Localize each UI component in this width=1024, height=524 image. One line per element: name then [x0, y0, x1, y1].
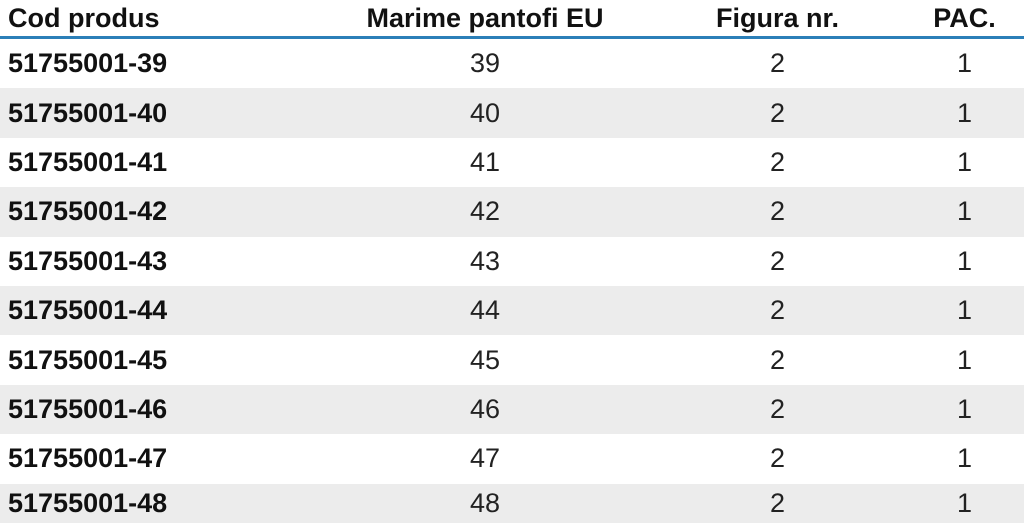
- cell-marime: 40: [469, 97, 501, 128]
- cell-marime: 45: [469, 344, 501, 375]
- header-cod-produs: Cod produs: [8, 2, 160, 33]
- cell-cod-produs: 51755001-40: [8, 97, 168, 128]
- table-row: 51755001-43 43 2 1: [0, 237, 1024, 286]
- cell-marime: 41: [469, 146, 501, 177]
- cell-pac: 1: [956, 487, 973, 518]
- cell-marime: 48: [469, 487, 501, 518]
- cell-figura: 2: [769, 196, 786, 227]
- cell-pac: 1: [956, 295, 973, 326]
- table-row: 51755001-48 48 2 1: [0, 483, 1024, 524]
- cell-cod-produs: 51755001-41: [8, 146, 168, 177]
- cell-marime: 46: [469, 393, 501, 424]
- table-header-row: Cod produs Marime pantofi EU Figura nr. …: [0, 0, 1024, 39]
- cell-pac: 1: [956, 146, 973, 177]
- cell-pac: 1: [956, 443, 973, 474]
- cell-cod-produs: 51755001-45: [8, 344, 168, 375]
- table-body: 51755001-39 39 2 1 51755001-40 40 2 1 51755001-4…: [0, 39, 1024, 524]
- cell-cod-produs: 51755001-43: [8, 245, 168, 276]
- cell-figura: 2: [769, 344, 786, 375]
- cell-pac: 1: [956, 245, 973, 276]
- cell-pac: 1: [956, 344, 973, 375]
- cell-pac: 1: [956, 393, 973, 424]
- cell-pac: 1: [956, 196, 973, 227]
- cell-figura: 2: [769, 487, 786, 518]
- cell-figura: 2: [769, 48, 786, 79]
- table-row: 51755001-46 46 2 1: [0, 384, 1024, 435]
- cell-marime: 42: [469, 196, 501, 227]
- cell-figura: 2: [769, 295, 786, 326]
- header-marime-pantofi: Marime pantofi EU: [366, 2, 604, 33]
- cell-figura: 2: [769, 443, 786, 474]
- table-row: 51755001-45 45 2 1: [0, 335, 1024, 384]
- cell-figura: 2: [769, 245, 786, 276]
- table-row: 51755001-39 39 2 1: [0, 39, 1024, 88]
- header-figura: Figura nr.: [715, 2, 840, 33]
- cell-marime: 39: [469, 48, 501, 79]
- cell-figura: 2: [769, 393, 786, 424]
- cell-cod-produs: 51755001-44: [8, 295, 168, 326]
- cell-cod-produs: 51755001-47: [8, 443, 168, 474]
- cell-cod-produs: 51755001-42: [8, 196, 168, 227]
- table-row: 51755001-40 40 2 1: [0, 88, 1024, 138]
- table-row: 51755001-44 44 2 1: [0, 285, 1024, 336]
- cell-pac: 1: [956, 97, 973, 128]
- cell-cod-produs: 51755001-48: [8, 487, 168, 518]
- cell-marime: 47: [469, 443, 501, 474]
- cell-cod-produs: 51755001-39: [8, 48, 168, 79]
- cell-marime: 44: [469, 295, 501, 326]
- cell-pac: 1: [956, 48, 973, 79]
- table-row: 51755001-42 42 2 1: [0, 187, 1024, 237]
- header-pac: PAC.: [933, 2, 996, 33]
- cell-figura: 2: [769, 97, 786, 128]
- cell-cod-produs: 51755001-46: [8, 393, 168, 424]
- cell-marime: 43: [469, 245, 501, 276]
- table-row: 51755001-41 41 2 1: [0, 138, 1024, 187]
- table-row: 51755001-47 47 2 1: [0, 434, 1024, 483]
- cell-figura: 2: [769, 146, 786, 177]
